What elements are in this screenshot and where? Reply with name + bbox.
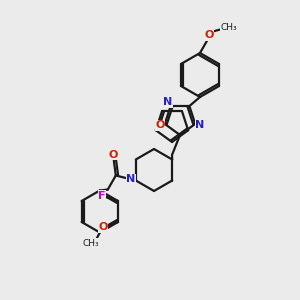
Text: O: O bbox=[155, 121, 165, 130]
Text: O: O bbox=[204, 30, 214, 40]
Text: N: N bbox=[195, 121, 205, 130]
Text: N: N bbox=[126, 175, 135, 184]
Text: N: N bbox=[163, 97, 172, 107]
Text: CH₃: CH₃ bbox=[221, 22, 237, 32]
Text: F: F bbox=[98, 191, 106, 201]
Text: CH₃: CH₃ bbox=[83, 238, 99, 247]
Text: O: O bbox=[108, 149, 118, 160]
Text: O: O bbox=[98, 222, 108, 232]
